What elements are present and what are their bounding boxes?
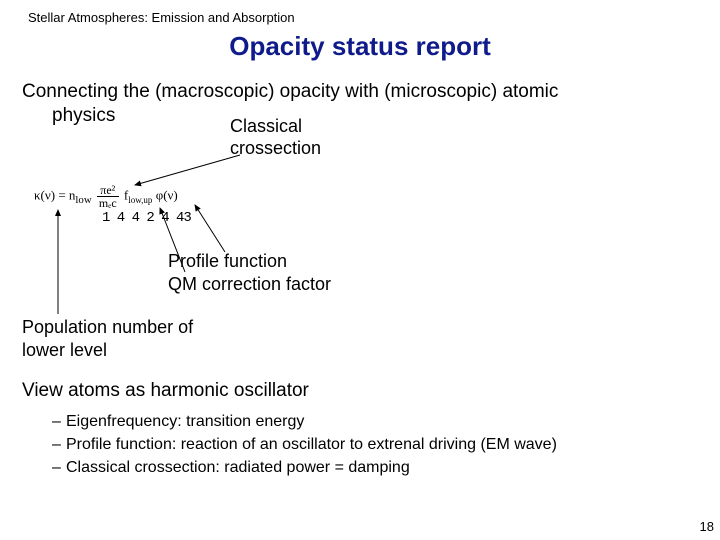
intro-line2: physics (52, 105, 115, 126)
formula-den: mₑc (97, 197, 119, 209)
formula-lhs: κ(ν) = n (34, 187, 75, 202)
bullet-list: –Eigenfrequency: transition energy –Prof… (52, 410, 557, 480)
classical-l2: crossection (230, 138, 321, 158)
bullet-3: –Classical crossection: radiated power =… (52, 456, 557, 479)
population-label: Population number of lower level (22, 316, 193, 361)
slide-header: Stellar Atmospheres: Emission and Absorp… (0, 0, 720, 25)
profile-label: Profile function QM correction factor (168, 250, 331, 295)
profile-l2: QM correction factor (168, 274, 331, 294)
arrow-profile (195, 205, 225, 252)
bullet-2-text: Profile function: reaction of an oscilla… (66, 436, 557, 453)
bullet-1: –Eigenfrequency: transition energy (52, 410, 557, 433)
formula-sub-lowup: low,up (128, 195, 152, 205)
opacity-formula: κ(ν) = nlow πe² mₑc flow,up φ(ν) (34, 184, 178, 209)
formula-sub-low: low (75, 194, 91, 206)
formula-phi: φ(ν) (156, 187, 178, 202)
page-number: 18 (700, 519, 714, 534)
profile-l1: Profile function (168, 251, 287, 271)
intro-line1: Connecting the (macroscopic) opacity wit… (22, 81, 558, 102)
arrow-classical (135, 155, 240, 185)
classical-l1: Classical (230, 116, 302, 136)
bullet-1-text: Eigenfrequency: transition energy (66, 413, 304, 430)
bullet-3-text: Classical crossection: radiated power = … (66, 459, 410, 476)
pop-l1: Population number of (22, 317, 193, 337)
pop-l2: lower level (22, 340, 107, 360)
intro-text: Connecting the (macroscopic) opacity wit… (22, 80, 698, 128)
slide-title: Opacity status report (0, 31, 720, 62)
classical-label: Classical crossection (230, 116, 321, 159)
formula-fraction: πe² mₑc (97, 184, 119, 209)
brace-numbers: 1 4 4 2 4 43 (102, 210, 191, 226)
view-line: View atoms as harmonic oscillator (22, 380, 309, 402)
bullet-2: –Profile function: reaction of an oscill… (52, 433, 557, 456)
